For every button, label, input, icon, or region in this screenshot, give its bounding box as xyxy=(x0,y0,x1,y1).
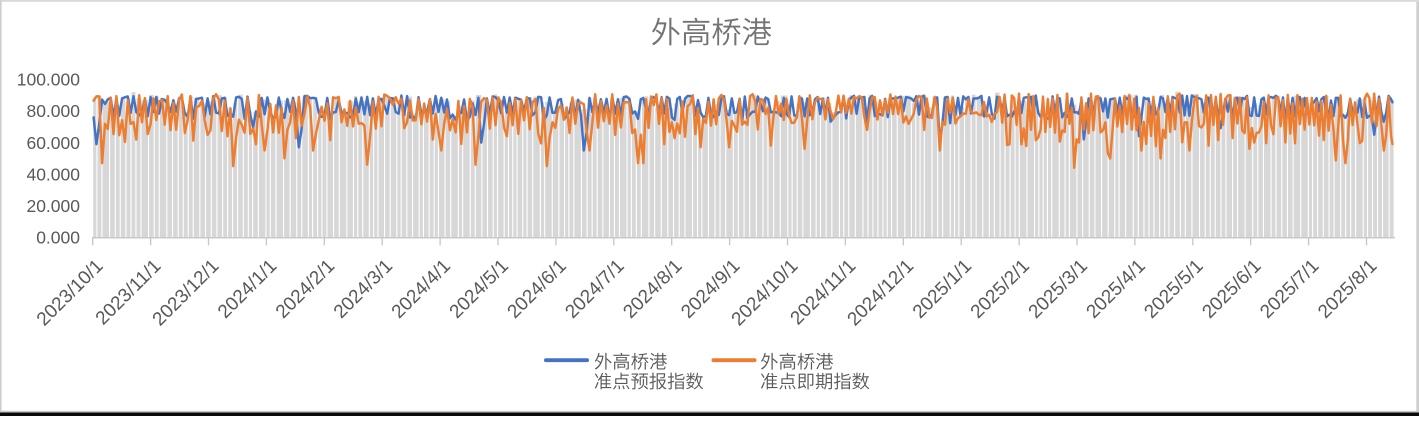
svg-text:100.000: 100.000 xyxy=(17,70,81,90)
svg-text:60.000: 60.000 xyxy=(26,133,80,153)
svg-text:40.000: 40.000 xyxy=(26,164,80,184)
svg-text:0.000: 0.000 xyxy=(36,228,80,248)
svg-text:80.000: 80.000 xyxy=(26,101,80,121)
svg-text:20.000: 20.000 xyxy=(26,196,80,216)
